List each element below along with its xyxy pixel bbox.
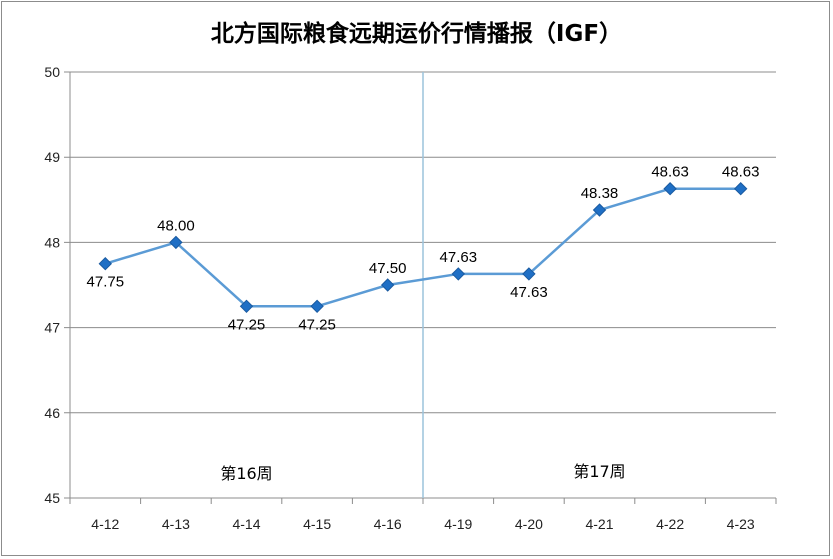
x-tick-label: 4-21 xyxy=(585,516,613,532)
x-tick-label: 4-14 xyxy=(232,516,260,532)
x-tick-label: 4-12 xyxy=(91,516,119,532)
data-point-marker xyxy=(663,182,677,196)
data-label: 48.63 xyxy=(651,164,689,181)
x-tick-label: 4-19 xyxy=(444,516,472,532)
y-tick-label: 46 xyxy=(44,405,60,421)
y-tick-label: 50 xyxy=(44,64,60,80)
x-tick-label: 4-15 xyxy=(303,516,331,532)
data-label: 47.75 xyxy=(87,274,125,291)
x-tick-label: 4-13 xyxy=(162,516,190,532)
data-label: 48.63 xyxy=(722,164,760,181)
x-tick-label: 4-22 xyxy=(656,516,684,532)
y-tick-label: 49 xyxy=(44,149,60,165)
x-tick-label: 4-20 xyxy=(515,516,543,532)
data-label: 47.25 xyxy=(298,316,336,333)
chart-title: 北方国际粮食远期运价行情播报（IGF） xyxy=(210,21,623,47)
data-point-marker xyxy=(239,299,254,314)
data-label: 47.63 xyxy=(510,284,548,301)
data-point-marker xyxy=(733,182,748,196)
data-point-marker xyxy=(169,235,183,250)
data-label: 47.50 xyxy=(369,260,407,277)
data-point-marker xyxy=(98,256,113,271)
y-tick-label: 45 xyxy=(44,490,60,506)
data-point-marker xyxy=(451,267,466,281)
x-tick-label: 4-23 xyxy=(727,516,755,532)
data-label: 47.63 xyxy=(440,249,478,266)
data-label: 47.25 xyxy=(228,316,266,333)
y-tick-label: 48 xyxy=(44,234,60,250)
data-label: 48.00 xyxy=(157,217,195,234)
data-point-marker xyxy=(522,267,536,281)
week-16-label: 第16周 xyxy=(220,464,272,483)
week-17-label: 第17周 xyxy=(573,462,625,481)
data-point-marker xyxy=(380,278,395,292)
series-line xyxy=(104,187,741,308)
x-tick-label: 4-16 xyxy=(374,516,402,532)
y-tick-label: 47 xyxy=(44,320,60,336)
data-point-marker xyxy=(592,203,607,217)
data-label: 48.38 xyxy=(581,185,619,202)
data-point-marker xyxy=(310,299,324,314)
